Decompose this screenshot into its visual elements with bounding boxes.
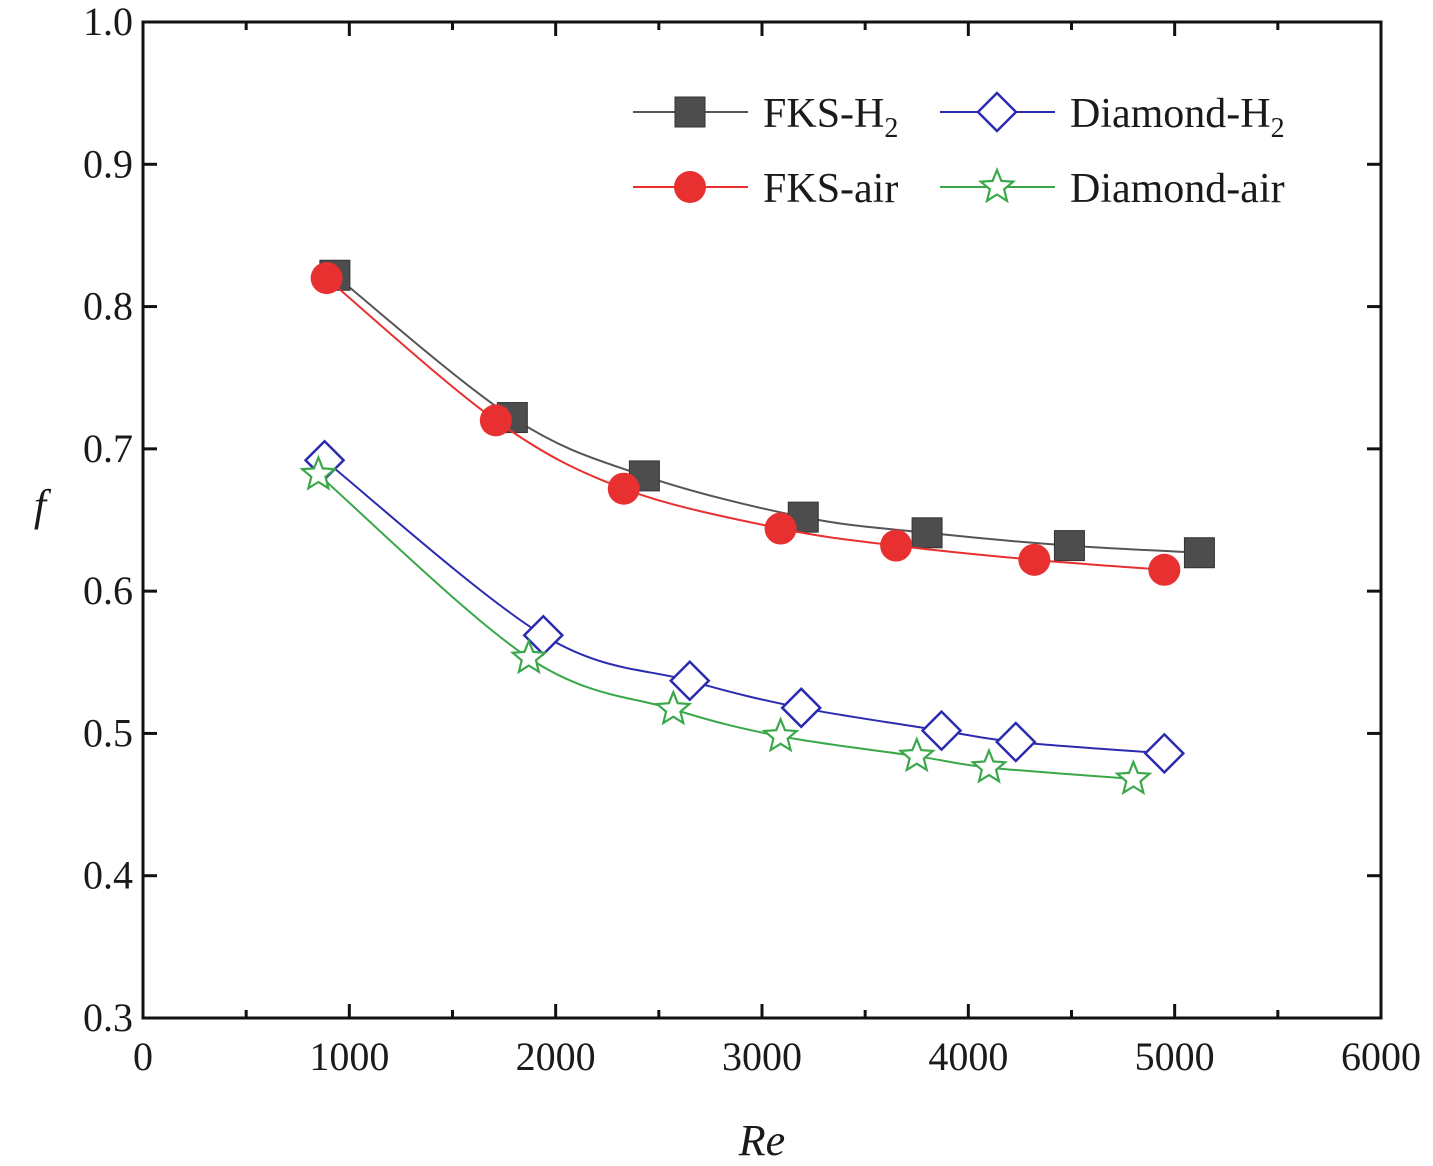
- data-point: [1148, 553, 1181, 586]
- legend-entry: Diamond-H2: [940, 91, 1285, 144]
- y-tick-label: 0.5: [83, 710, 133, 755]
- data-point: [920, 709, 963, 752]
- x-tick-label: 3000: [722, 1034, 802, 1079]
- y-tick-label: 0.3: [83, 995, 133, 1040]
- data-point: [310, 262, 343, 295]
- x-tick-label: 2000: [516, 1034, 596, 1079]
- y-tick-label: 0.9: [83, 141, 133, 186]
- y-tick-label: 0.4: [83, 853, 133, 898]
- x-tick-label: 6000: [1341, 1034, 1421, 1079]
- series-diamond-h2: [303, 439, 1186, 775]
- y-tick-label: 0.8: [83, 284, 133, 329]
- legend-marker: [674, 171, 706, 203]
- data-point: [897, 736, 936, 773]
- legend-marker: [674, 96, 706, 128]
- legend-label: Diamond-H2: [1070, 91, 1285, 144]
- series-line: [334, 274, 1200, 554]
- legend-entry: Diamond-air: [940, 166, 1285, 212]
- legend: FKS-H2 FKS-air Diamond-H2 Diamond-air: [633, 91, 1285, 212]
- legend-marker: [977, 167, 1017, 204]
- data-point: [1018, 543, 1051, 576]
- data-point: [669, 660, 711, 702]
- y-tick-label: 0.6: [83, 568, 133, 613]
- legend-label: FKS-air: [763, 166, 898, 212]
- series-diamond-air: [299, 454, 1153, 796]
- data-point: [299, 454, 338, 491]
- data-point: [1053, 530, 1085, 562]
- legend-label: Diamond-air: [1070, 166, 1285, 212]
- data-point: [1183, 537, 1215, 569]
- y-tick-label: 1.0: [83, 0, 133, 44]
- x-tick-label: 1000: [309, 1034, 389, 1079]
- series-fks-air: [310, 262, 1181, 586]
- series-layer: [299, 259, 1215, 796]
- data-point: [479, 404, 512, 437]
- data-point: [780, 687, 822, 729]
- data-point: [607, 472, 640, 505]
- x-tick-label: 0: [133, 1034, 153, 1079]
- legend-label: FKS-H2: [763, 91, 898, 144]
- x-tick-label: 5000: [1135, 1034, 1215, 1079]
- data-point: [1143, 732, 1186, 775]
- legend-marker: [976, 91, 1018, 133]
- legend-entry: FKS-air: [633, 166, 898, 212]
- x-axis-title: Re: [738, 1116, 785, 1165]
- series-line: [325, 277, 1165, 571]
- y-tick-label: 0.7: [83, 426, 133, 471]
- data-point: [764, 512, 797, 545]
- ticks-layer: 0 1000 2000 3000 4000 5000 6000 0.3 0.4 0.5 0.6 0.7…: [83, 0, 1421, 1079]
- data-point: [880, 529, 913, 562]
- data-point: [761, 716, 800, 753]
- legend-entry: FKS-H2: [633, 91, 898, 144]
- data-point: [995, 721, 1037, 763]
- data-point: [654, 689, 693, 726]
- data-point: [509, 638, 548, 675]
- data-point: [1114, 759, 1153, 796]
- data-point: [970, 747, 1008, 784]
- y-axis-title: f: [34, 481, 52, 530]
- x-tick-label: 4000: [928, 1034, 1008, 1079]
- data-point: [911, 517, 943, 549]
